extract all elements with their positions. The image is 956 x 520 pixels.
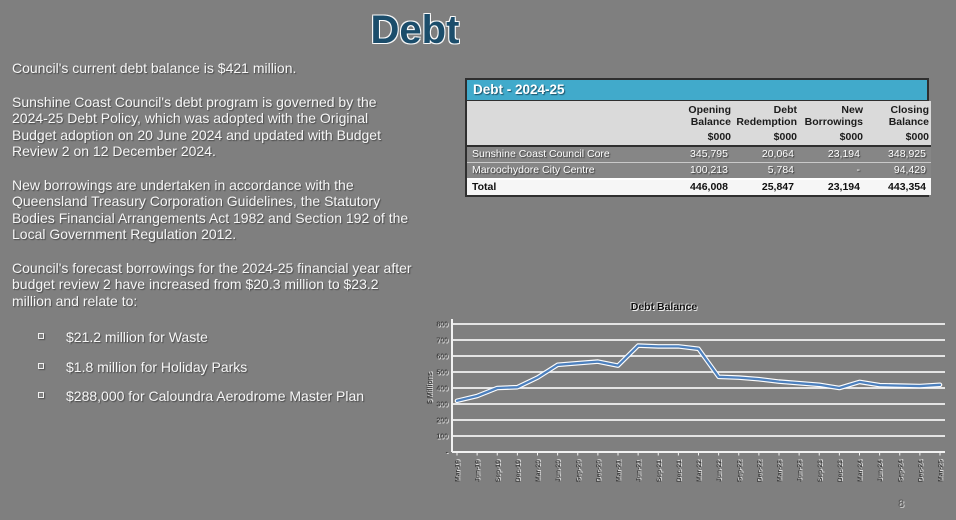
column-name: Debt Redemption <box>736 104 797 128</box>
table-column-header: Opening Balance $000 <box>667 101 733 147</box>
table-total-row: Total 446,008 25,847 23,194 443,354 <box>467 178 931 195</box>
debt-line <box>455 344 942 402</box>
row-label: Sunshine Coast Council Core <box>467 146 667 163</box>
chart-title: Debt Balance <box>631 301 698 313</box>
debt-balance-chart-svg: - 100 200 300 400 500 600 700 800 Mar-19 Jun-19 Sep… <box>427 301 945 483</box>
x-axis-label: Mar-22 <box>696 460 703 482</box>
x-axis-label: Jun-22 <box>716 460 723 482</box>
x-axis-label: Dec-20 <box>595 460 602 483</box>
debt-table-grid: Opening Balance $000 Debt Redemption $000 Ne… <box>467 101 931 195</box>
bullet-text: $288,000 for Caloundra Aerodrome Master … <box>66 388 365 404</box>
bullet-text: $21.2 million for Waste <box>66 329 208 345</box>
y-axis-tick-label: 800 <box>436 322 448 329</box>
body-text-column: Council's current debt balance is $421 m… <box>12 60 412 418</box>
bullet-text: $1.8 million for Holiday Parks <box>66 358 248 375</box>
x-axis-label: Sep-23 <box>817 460 824 483</box>
x-axis-label: Jun-20 <box>555 460 562 482</box>
total-value: 446,008 <box>667 178 733 195</box>
x-axis-label: Sep-21 <box>656 460 663 483</box>
x-axis-label: Jun-24 <box>877 460 884 482</box>
column-unit: $000 <box>773 131 797 143</box>
row-value: 345,795 <box>667 146 733 163</box>
x-axis-label: Sep-22 <box>736 460 743 483</box>
x-axis-label: Dec-23 <box>837 460 844 483</box>
x-axis-label: Mar-23 <box>777 460 784 482</box>
x-axis-label: Dec-21 <box>676 460 683 483</box>
x-axis-label: Jun-21 <box>636 460 643 482</box>
y-axis-tick-label: 500 <box>436 370 448 377</box>
table-header-row: Opening Balance $000 Debt Redemption $000 Ne… <box>467 101 931 147</box>
bullet-item: $288,000 for Caloundra Aerodrome Master … <box>12 388 412 405</box>
debt-table: Debt - 2024-25 Opening Balance $000 Debt R… <box>465 78 931 197</box>
y-axis-tick-label: - <box>446 450 449 457</box>
bullet-list: $21.2 million for Waste $1.8 million for … <box>12 329 412 405</box>
x-axis-label: Jun-23 <box>797 460 804 482</box>
table-column-header: Debt Redemption $000 <box>733 101 799 147</box>
debt-balance-chart: - 100 200 300 400 500 600 700 800 Mar-19 Jun-19 Sep… <box>424 297 955 502</box>
body-paragraphs: Council's current debt balance is $421 m… <box>12 60 412 309</box>
column-name: New Borrowings <box>804 104 863 128</box>
y-axis-tick-label: 600 <box>436 354 448 361</box>
column-unit: $000 <box>905 131 929 143</box>
body-paragraph: New borrowings are undertaken in accorda… <box>12 176 409 243</box>
column-name: Closing Balance <box>888 104 929 128</box>
y-axis-tick-label: 400 <box>436 386 448 393</box>
table-row: Sunshine Coast Council Core 345,795 20,064… <box>467 146 931 163</box>
total-value: 23,194 <box>799 178 865 195</box>
y-axis-tick-label: 300 <box>436 402 448 409</box>
body-paragraph: Council's forecast borrowings for the 20… <box>12 259 412 309</box>
table-column-header: New Borrowings $000 <box>799 101 865 147</box>
body-paragraph: Sunshine Coast Council's debt program is… <box>12 93 381 160</box>
row-value: - <box>799 162 865 180</box>
x-axis-label: Sep-19 <box>495 460 502 483</box>
total-label: Total <box>467 178 667 195</box>
x-axis-label: Dec-22 <box>756 460 763 483</box>
x-axis-label: Mar-25 <box>938 460 945 482</box>
x-axis-label: Sep-24 <box>897 460 904 483</box>
x-axis-label: Mar-21 <box>616 460 623 482</box>
row-value: 100,213 <box>667 162 733 180</box>
total-value: 25,847 <box>733 178 799 195</box>
table-corner-cell <box>467 101 667 147</box>
debt-line-casing <box>454 343 943 404</box>
y-axis-tick-label: 100 <box>436 434 448 441</box>
y-axis-tick-label: 700 <box>436 338 448 345</box>
page-number: 8 <box>898 498 905 510</box>
x-axis-label: Mar-24 <box>857 460 864 482</box>
x-axis-label: Sep-20 <box>575 460 582 483</box>
bullet-square-icon <box>38 333 44 339</box>
bullet-item: $1.8 million for Holiday Parks <box>12 359 412 376</box>
bullet-square-icon <box>38 362 44 369</box>
row-value: 5,784 <box>733 162 799 180</box>
total-value: 443,354 <box>865 178 931 195</box>
table-row: Maroochydore City Centre 100,213 5,784-94,… <box>467 162 931 180</box>
x-axis-label: Jun-19 <box>475 460 482 482</box>
body-paragraph: Council's current debt balance is $421 m… <box>12 60 297 76</box>
column-name: Opening Balance <box>688 104 731 128</box>
debt-table-title: Debt - 2024-25 <box>467 80 927 101</box>
row-value: 23,194 <box>799 146 865 163</box>
bullet-item: $21.2 million for Waste <box>12 329 412 346</box>
row-value: 94,429 <box>865 162 931 180</box>
x-axis-label: Mar-19 <box>455 460 462 482</box>
y-axis-title: $ Millions <box>427 372 434 404</box>
table-column-header: Closing Balance $000 <box>865 101 931 147</box>
column-unit: $000 <box>839 131 863 143</box>
bullet-square-icon <box>38 392 44 398</box>
row-value: 20,064 <box>733 146 799 163</box>
column-unit: $000 <box>707 131 731 143</box>
x-axis-label: Mar-20 <box>535 460 542 482</box>
page-title: Debt <box>370 8 460 52</box>
row-label: Maroochydore City Centre <box>467 162 667 180</box>
x-axis-label: Dec-24 <box>917 460 924 483</box>
row-value: 348,925 <box>865 146 931 163</box>
x-axis-label: Dec-19 <box>515 460 522 483</box>
y-axis-tick-label: 200 <box>436 418 448 425</box>
